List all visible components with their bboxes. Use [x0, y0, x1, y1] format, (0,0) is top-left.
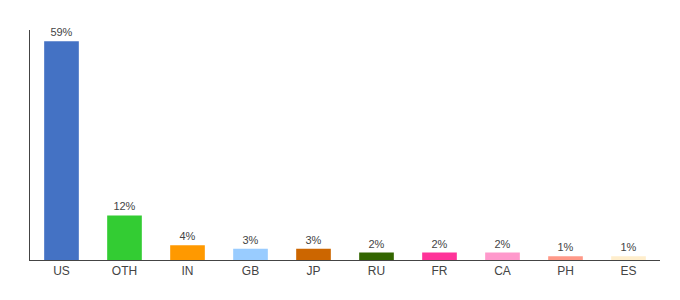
svg-text:FR: FR	[432, 264, 448, 278]
svg-text:IN: IN	[182, 264, 194, 278]
svg-text:JP: JP	[306, 264, 320, 278]
svg-text:2%: 2%	[368, 238, 384, 250]
svg-text:GB: GB	[242, 264, 259, 278]
svg-text:3%: 3%	[242, 234, 258, 246]
svg-text:ES: ES	[620, 264, 636, 278]
svg-text:12%: 12%	[113, 200, 135, 212]
svg-text:1%: 1%	[557, 241, 573, 253]
svg-text:2%: 2%	[431, 238, 447, 250]
svg-text:RU: RU	[368, 264, 385, 278]
svg-text:OTH: OTH	[112, 264, 137, 278]
svg-text:4%: 4%	[179, 230, 195, 242]
svg-text:1%: 1%	[620, 241, 636, 253]
svg-text:CA: CA	[494, 264, 511, 278]
svg-text:US: US	[53, 264, 70, 278]
svg-text:PH: PH	[557, 264, 574, 278]
svg-text:59%: 59%	[50, 26, 72, 38]
svg-text:2%: 2%	[494, 238, 510, 250]
svg-text:3%: 3%	[305, 234, 321, 246]
